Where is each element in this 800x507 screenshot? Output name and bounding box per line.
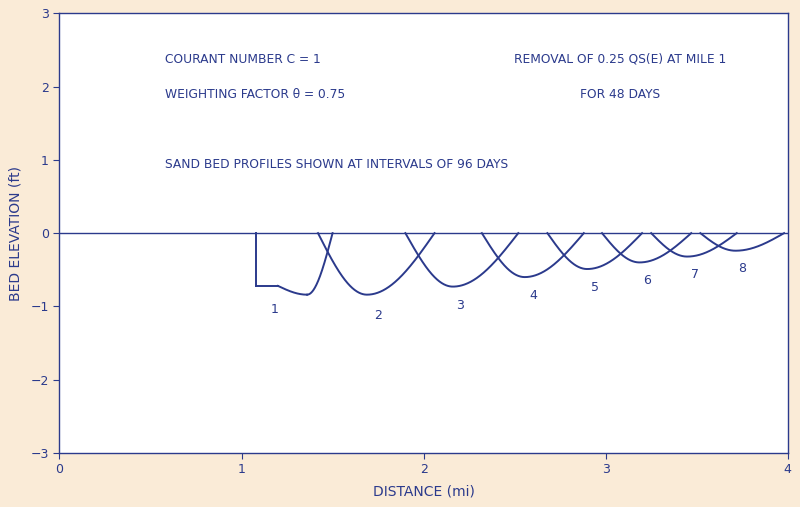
Text: 6: 6 xyxy=(643,274,651,287)
Text: COURANT NUMBER C = 1: COURANT NUMBER C = 1 xyxy=(165,53,321,66)
Text: 2: 2 xyxy=(374,309,382,321)
Text: WEIGHTING FACTOR θ = 0.75: WEIGHTING FACTOR θ = 0.75 xyxy=(165,88,346,101)
Text: 5: 5 xyxy=(590,281,598,294)
Text: 8: 8 xyxy=(738,263,746,275)
Text: 3: 3 xyxy=(456,299,464,312)
Text: REMOVAL OF 0.25 QS(E) AT MILE 1: REMOVAL OF 0.25 QS(E) AT MILE 1 xyxy=(514,53,726,66)
Text: 1: 1 xyxy=(270,304,278,316)
Text: FOR 48 DAYS: FOR 48 DAYS xyxy=(580,88,660,101)
Text: 4: 4 xyxy=(529,289,537,302)
X-axis label: DISTANCE (mi): DISTANCE (mi) xyxy=(373,485,474,499)
Text: SAND BED PROFILES SHOWN AT INTERVALS OF 96 DAYS: SAND BED PROFILES SHOWN AT INTERVALS OF … xyxy=(165,158,508,171)
Text: 7: 7 xyxy=(691,268,699,281)
Y-axis label: BED ELEVATION (ft): BED ELEVATION (ft) xyxy=(8,166,22,301)
